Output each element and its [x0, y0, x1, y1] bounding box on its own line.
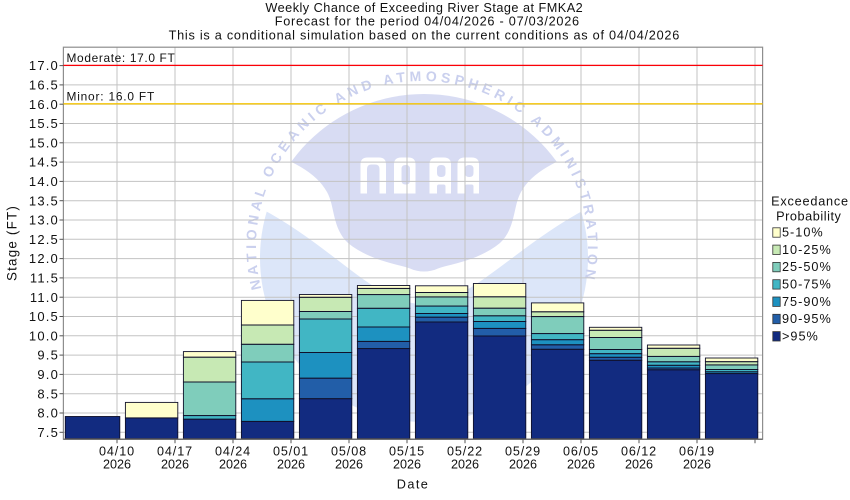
svg-text:10.0: 10.0: [29, 328, 59, 343]
svg-text:16.5: 16.5: [29, 78, 59, 93]
svg-text:04/10: 04/10: [99, 444, 135, 458]
svg-text:This is a conditional simulati: This is a conditional simulation based o…: [169, 28, 680, 42]
svg-text:05/22: 05/22: [447, 444, 483, 458]
svg-text:12.5: 12.5: [29, 232, 59, 247]
svg-text:06/05: 06/05: [563, 444, 599, 458]
svg-text:06/12: 06/12: [621, 444, 657, 458]
svg-text:12.0: 12.0: [29, 251, 59, 266]
svg-text:2026: 2026: [335, 458, 363, 472]
svg-text:05/01: 05/01: [273, 444, 309, 458]
svg-text:90-95%: 90-95%: [782, 312, 832, 326]
svg-text:2026: 2026: [683, 458, 711, 472]
svg-text:2026: 2026: [509, 458, 537, 472]
svg-text:2026: 2026: [103, 458, 131, 472]
svg-text:Stage (FT): Stage (FT): [5, 205, 20, 281]
svg-text:11.5: 11.5: [30, 271, 59, 286]
svg-text:7.5: 7.5: [37, 425, 59, 440]
svg-text:05/08: 05/08: [331, 444, 367, 458]
svg-text:06/19: 06/19: [679, 444, 715, 458]
svg-text:Forecast for the period 04/04/: Forecast for the period 04/04/2026 - 07/…: [275, 15, 580, 29]
svg-text:13.0: 13.0: [29, 213, 59, 228]
svg-text:16.0: 16.0: [29, 97, 59, 112]
svg-text:2026: 2026: [277, 458, 305, 472]
svg-text:50-75%: 50-75%: [782, 278, 832, 292]
svg-text:2026: 2026: [451, 458, 479, 472]
svg-text:Exceedance: Exceedance: [771, 194, 849, 208]
svg-text:11.0: 11.0: [30, 290, 59, 305]
svg-text:2026: 2026: [219, 458, 247, 472]
svg-text:05/29: 05/29: [505, 444, 541, 458]
svg-text:05/15: 05/15: [389, 444, 425, 458]
svg-text:9.0: 9.0: [37, 367, 59, 382]
svg-text:5-10%: 5-10%: [782, 226, 824, 240]
svg-text:15.5: 15.5: [29, 116, 59, 131]
svg-text:75-90%: 75-90%: [782, 295, 832, 309]
svg-text:2026: 2026: [161, 458, 189, 472]
svg-text:10-25%: 10-25%: [782, 243, 832, 257]
svg-text:10.5: 10.5: [29, 309, 59, 324]
svg-text:Weekly Chance of Exceeding Riv: Weekly Chance of Exceeding River Stage a…: [265, 1, 583, 15]
svg-text:2026: 2026: [393, 458, 421, 472]
svg-text:8.0: 8.0: [37, 406, 59, 421]
svg-text:14.0: 14.0: [29, 174, 59, 189]
svg-text:04/24: 04/24: [215, 444, 251, 458]
svg-text:13.5: 13.5: [29, 193, 59, 208]
svg-text:Moderate: 17.0 FT: Moderate: 17.0 FT: [67, 51, 176, 65]
svg-text:>95%: >95%: [782, 329, 819, 343]
svg-text:Probability: Probability: [776, 209, 841, 223]
svg-text:2026: 2026: [567, 458, 595, 472]
svg-text:15.0: 15.0: [29, 135, 59, 150]
svg-text:Minor: 16.0 FT: Minor: 16.0 FT: [67, 90, 156, 104]
svg-text:9.5: 9.5: [37, 348, 59, 363]
svg-text:14.5: 14.5: [29, 155, 59, 170]
svg-text:8.5: 8.5: [37, 386, 59, 401]
svg-text:04/17: 04/17: [157, 444, 193, 458]
svg-text:25-50%: 25-50%: [782, 260, 832, 274]
svg-text:2026: 2026: [625, 458, 653, 472]
svg-text:17.0: 17.0: [29, 58, 59, 73]
svg-text:Date: Date: [397, 478, 429, 492]
